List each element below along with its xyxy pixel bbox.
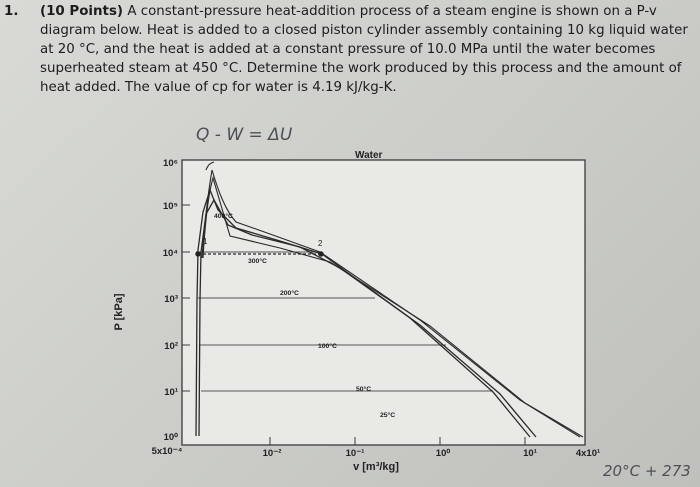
y-tick-label: 10⁰ [164, 432, 179, 443]
x-axis-label: v [m³/kg] [353, 461, 399, 473]
isotherm-label: 300°C [248, 257, 267, 265]
isotherm-label: 25°C [380, 411, 395, 419]
x-tick-labels: 5x10⁻⁴ 10⁻² 10⁻¹ 10⁰ 10¹ 4x10¹ [152, 446, 601, 459]
isotherm-label: 100°C [318, 342, 337, 350]
x-tick-label: 5x10⁻⁴ [152, 446, 183, 457]
isotherm-curves [201, 161, 584, 438]
y-tick-label: 10⁴ [163, 248, 179, 259]
x-tick-label: 10⁻¹ [346, 448, 365, 459]
y-tick-label: 10⁵ [163, 201, 178, 212]
x-tick-label: 10⁻² [263, 448, 282, 459]
state-label-2: 2 [318, 239, 323, 248]
isotherm-label: 400°C [214, 212, 233, 220]
state-label-1: 1 [203, 237, 208, 246]
x-tick-label: 4x10¹ [576, 448, 600, 459]
y-tick-label: 10⁶ [163, 158, 178, 169]
isotherm-labels: 400°C 300°C 200°C 100°C 50°C 25°C [214, 212, 395, 419]
y-tick-label: 10² [164, 341, 178, 352]
state-point-2 [318, 251, 324, 257]
y-axis-label: P [kPa] [113, 293, 125, 330]
y-tick-label: 10¹ [164, 387, 178, 398]
y-tick-labels: 10⁶ 10⁵ 10⁴ 10³ 10² 10¹ 10⁰ [163, 158, 179, 443]
state-point-1 [195, 251, 201, 257]
problem-number: 1. [4, 4, 19, 19]
temperature-note: 20°C + 273 [603, 462, 691, 480]
x-tick-label: 10⁰ [436, 448, 451, 459]
x-tick-label: 10¹ [523, 448, 537, 459]
isotherm-label: 50°C [356, 385, 371, 393]
chart-title: Water [355, 150, 383, 161]
saturation-dome [195, 188, 537, 438]
isotherm-label: 200°C [280, 289, 299, 297]
problem-points: (10 Points) [40, 4, 124, 19]
y-tick-marks [182, 204, 190, 392]
x-tick-marks [269, 437, 526, 445]
energy-balance-note: Q - W = ΔU [196, 125, 293, 145]
y-tick-label: 10³ [164, 294, 178, 305]
isobar-lines [196, 251, 493, 392]
problem-text: A constant-pressure heat-addition proces… [40, 4, 688, 95]
